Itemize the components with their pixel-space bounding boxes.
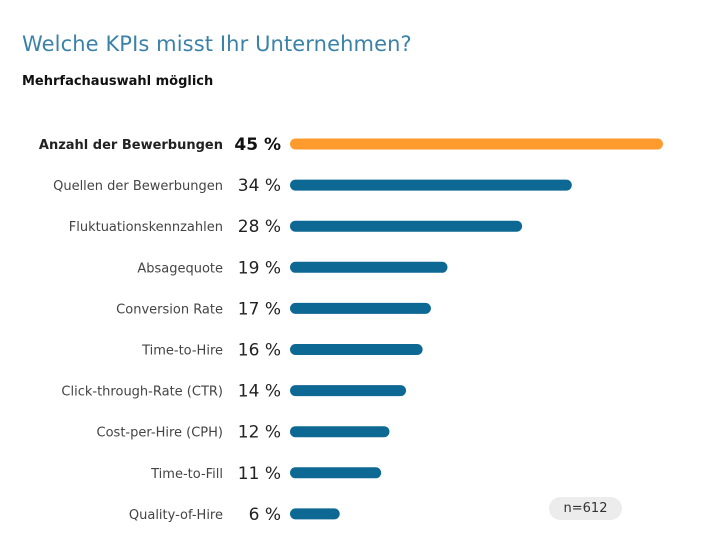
category-label: Cost-per-Hire (CPH) xyxy=(97,426,223,441)
chart-title: Welche KPIs misst Ihr Unternehmen? xyxy=(22,32,412,56)
bar xyxy=(290,220,523,232)
bar-row: Quality-of-Hire 6 % xyxy=(129,505,340,525)
category-label: Time-to-Hire xyxy=(141,344,223,359)
category-label: Quality-of-Hire xyxy=(129,508,223,523)
value-label: 6 % xyxy=(249,505,281,525)
category-label: Conversion Rate xyxy=(116,302,223,317)
category-label: Click-through-Rate (CTR) xyxy=(61,385,223,400)
category-label: Time-to-Fill xyxy=(150,467,223,482)
sample-size-badge: n=612 xyxy=(549,497,622,520)
bar xyxy=(290,138,663,150)
bar xyxy=(290,344,423,355)
value-label: 12 % xyxy=(238,423,281,443)
category-label: Quellen der Bewerbungen xyxy=(53,179,223,194)
bar-row: Time-to-Hire 16 % xyxy=(141,341,423,361)
bar-row: Fluktuationskennzahlen 28 % xyxy=(69,217,523,237)
bar xyxy=(290,426,390,438)
bar-row: Quellen der Bewerbungen 34 % xyxy=(53,176,572,196)
bar xyxy=(290,179,572,191)
value-label: 11 % xyxy=(238,464,281,484)
chart-subtitle: Mehrfachauswahl möglich xyxy=(22,74,214,89)
value-label: 19 % xyxy=(238,258,281,278)
category-label: Absagequote xyxy=(137,261,223,276)
bar xyxy=(290,508,340,520)
value-label: 34 % xyxy=(238,176,281,196)
bar xyxy=(290,302,431,314)
value-label: 28 % xyxy=(238,217,281,237)
value-label: 16 % xyxy=(238,341,281,361)
bar-row: Anzahl der Bewerbungen 45 % xyxy=(39,135,663,155)
bar xyxy=(290,385,407,397)
category-label: Anzahl der Bewerbungen xyxy=(39,138,223,153)
bar-row: Absagequote 19 % xyxy=(137,258,448,278)
bar-row: Time-to-Fill 11 % xyxy=(150,464,382,484)
value-label: 14 % xyxy=(238,382,281,402)
bar-row: Click-through-Rate (CTR) 14 % xyxy=(61,382,407,402)
value-label: 17 % xyxy=(238,299,281,319)
value-label: 45 % xyxy=(234,135,281,155)
bar xyxy=(290,467,382,479)
bar-row: Cost-per-Hire (CPH) 12 % xyxy=(97,423,390,443)
category-label: Fluktuationskennzahlen xyxy=(69,220,223,235)
bar xyxy=(290,261,448,273)
bar-row: Conversion Rate 17 % xyxy=(116,299,431,319)
